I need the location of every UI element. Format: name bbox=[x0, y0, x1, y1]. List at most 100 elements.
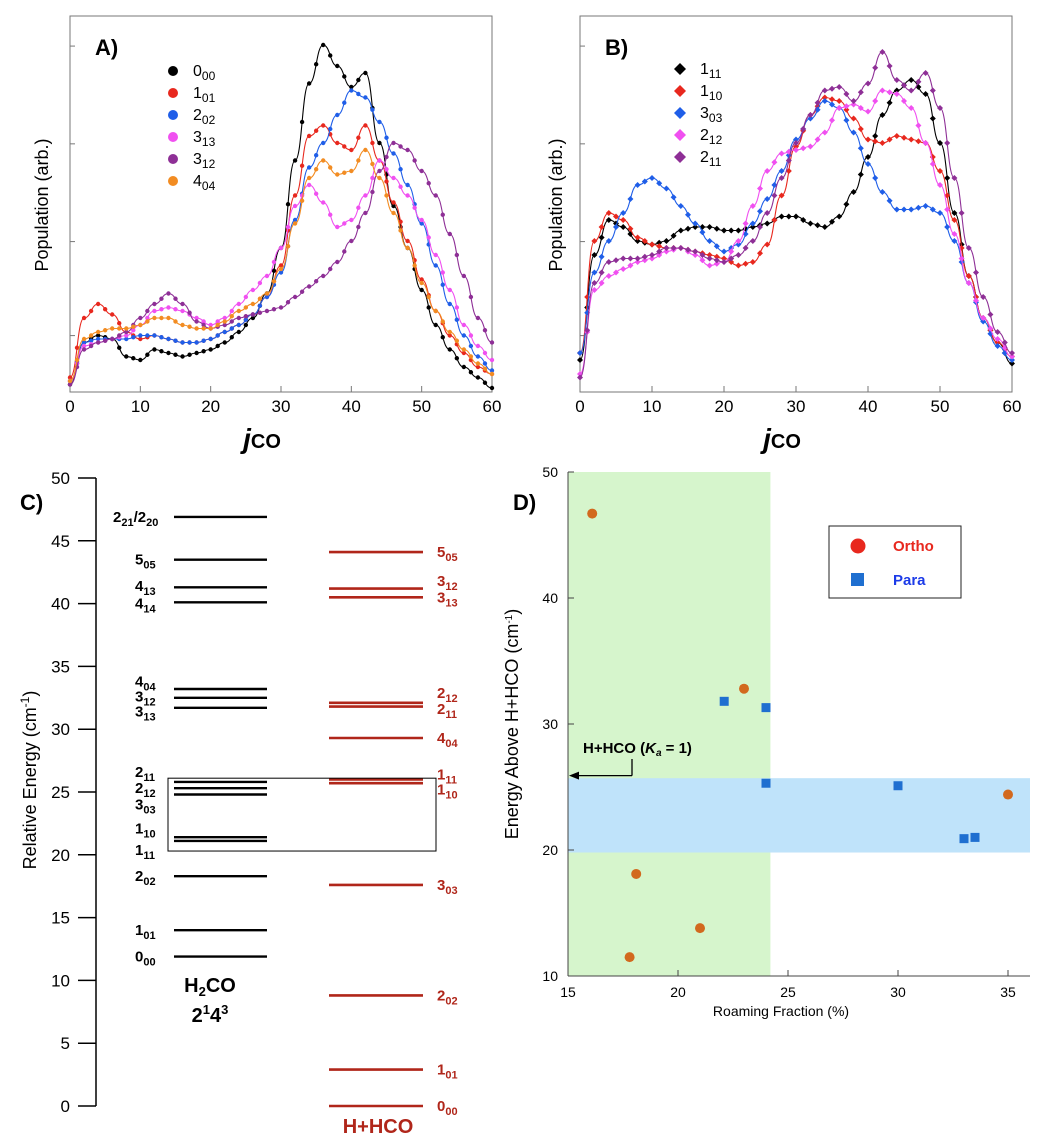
data-point bbox=[857, 145, 864, 152]
data-point bbox=[735, 262, 742, 269]
data-point bbox=[81, 340, 87, 345]
ortho-point bbox=[739, 683, 749, 694]
data-point bbox=[391, 151, 396, 156]
data-point bbox=[980, 318, 987, 325]
data-point bbox=[328, 53, 333, 58]
panel-c-y-ticks: 0 5 10 15 20 25 30 35 40 45 50 bbox=[51, 469, 96, 1116]
panel-c-y-axis-label-main: Relative Energy (cm bbox=[20, 707, 40, 869]
data-point bbox=[893, 87, 900, 94]
legend-label: 101 bbox=[193, 85, 216, 105]
data-point bbox=[454, 252, 460, 258]
data-point bbox=[620, 266, 627, 272]
data-point bbox=[95, 329, 101, 335]
data-point bbox=[405, 182, 410, 188]
data-point bbox=[419, 168, 424, 174]
legend-label: 110 bbox=[700, 83, 723, 103]
legend-label: 111 bbox=[700, 61, 722, 81]
data-point bbox=[598, 234, 605, 241]
data-point bbox=[363, 123, 368, 128]
data-point bbox=[285, 244, 291, 249]
data-point bbox=[735, 238, 742, 244]
panel-d-blue-band bbox=[568, 778, 1030, 853]
data-point bbox=[285, 224, 291, 230]
data-point bbox=[893, 91, 900, 97]
data-point bbox=[271, 259, 277, 265]
data-point bbox=[173, 338, 178, 343]
data-point bbox=[321, 158, 326, 163]
data-point bbox=[292, 158, 298, 163]
data-point bbox=[335, 172, 340, 177]
data-point bbox=[349, 147, 354, 153]
data-point bbox=[591, 280, 598, 286]
panel-c-y-axis-label: Relative Energy (cm-1) bbox=[18, 691, 40, 870]
series-para bbox=[719, 696, 980, 844]
series-2_11 bbox=[577, 49, 1015, 381]
data-point bbox=[850, 115, 857, 122]
data-point bbox=[475, 361, 481, 366]
data-point bbox=[110, 336, 115, 342]
data-point bbox=[677, 203, 684, 209]
data-point bbox=[692, 248, 699, 255]
panel-d-green-band bbox=[568, 472, 771, 976]
data-point bbox=[829, 218, 835, 225]
panel-d-y-axis-label-main: Energy Above H+HCO (cm bbox=[502, 624, 522, 840]
data-point bbox=[620, 217, 627, 223]
legend-item: 303 bbox=[674, 105, 723, 125]
data-point bbox=[937, 168, 943, 174]
data-point bbox=[299, 119, 305, 125]
data-point bbox=[264, 308, 270, 314]
legend-label: 000 bbox=[193, 63, 216, 83]
data-point bbox=[814, 99, 821, 106]
panel-a-x-axis-label-sub: CO bbox=[251, 431, 281, 453]
data-point bbox=[634, 234, 641, 241]
data-point bbox=[785, 157, 792, 164]
data-point bbox=[173, 296, 178, 301]
panel-c-h2co-title-sub: 2 bbox=[199, 984, 206, 999]
series-2_12 bbox=[577, 87, 1015, 377]
data-point bbox=[74, 345, 80, 350]
data-point bbox=[482, 328, 488, 333]
data-point bbox=[299, 289, 305, 294]
series-3_03 bbox=[577, 98, 1015, 363]
legend-item: 202 bbox=[168, 107, 216, 127]
panel-a-y-ticks bbox=[70, 45, 75, 337]
data-point bbox=[313, 153, 319, 158]
data-point bbox=[306, 81, 312, 86]
data-point bbox=[370, 175, 375, 181]
data-point bbox=[461, 350, 467, 356]
data-point bbox=[250, 287, 256, 293]
data-point bbox=[778, 168, 785, 174]
data-point bbox=[454, 338, 460, 343]
data-point bbox=[110, 312, 115, 317]
data-point bbox=[426, 235, 431, 240]
x-tick-label: 20 bbox=[715, 397, 734, 416]
h2co-level-label: 414 bbox=[135, 596, 156, 616]
data-point bbox=[173, 319, 178, 324]
data-point bbox=[721, 255, 727, 262]
panel-c-letter: C) bbox=[20, 490, 43, 515]
legend-marker bbox=[674, 85, 686, 97]
data-point bbox=[728, 227, 735, 234]
data-point bbox=[901, 134, 907, 141]
data-point bbox=[159, 296, 164, 301]
data-point bbox=[951, 217, 958, 223]
data-point bbox=[173, 307, 178, 312]
data-point bbox=[257, 280, 263, 286]
data-point bbox=[419, 221, 424, 226]
data-point bbox=[821, 94, 828, 101]
data-point bbox=[67, 375, 73, 380]
data-point bbox=[236, 315, 241, 321]
data-point bbox=[865, 161, 871, 167]
legend-marker bbox=[168, 66, 178, 76]
data-point bbox=[879, 140, 886, 146]
data-point bbox=[965, 245, 972, 251]
data-point bbox=[95, 333, 101, 338]
data-point bbox=[641, 253, 648, 260]
data-point bbox=[180, 354, 185, 359]
data-point bbox=[278, 245, 284, 251]
panel-b-letter: B) bbox=[605, 35, 628, 60]
data-point bbox=[447, 347, 452, 352]
series-line bbox=[579, 79, 1013, 365]
data-point bbox=[908, 87, 915, 94]
data-point bbox=[821, 129, 828, 136]
